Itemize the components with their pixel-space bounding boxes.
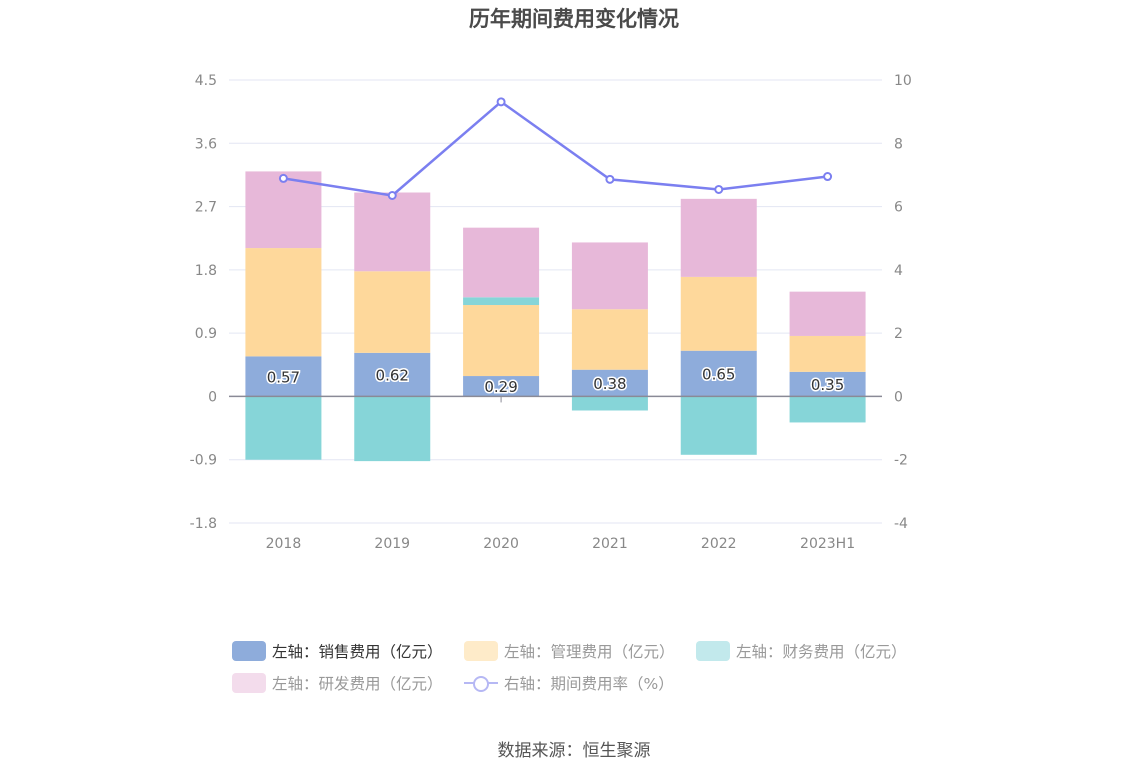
legend-item-rnd[interactable]: 左轴：研发费用（亿元） (232, 672, 443, 694)
data-label-sales: 0.62 (376, 367, 409, 385)
legend-item-expense-rate[interactable]: 右轴：期间费用率（%） (464, 672, 674, 694)
bar-admin (354, 271, 431, 353)
right-axis-tick-label: 0 (894, 389, 903, 405)
bar-rnd (245, 171, 322, 249)
right-axis-tick-label: 10 (894, 73, 912, 89)
right-axis-tick-label: 8 (894, 136, 903, 152)
line-point-expense-rate (714, 184, 724, 194)
left-axis-tick-label: 4.5 (195, 73, 217, 89)
x-axis-tick-label: 2019 (374, 536, 410, 552)
x-axis-tick-label: 2020 (483, 536, 519, 552)
line-expense-rate (283, 100, 828, 197)
legend-label-admin: 左轴：管理费用（亿元） (504, 643, 675, 661)
bar-admin (245, 248, 322, 357)
bar-finance (245, 396, 322, 460)
line-point-expense-rate (387, 190, 397, 200)
left-axis-tick-label: -1.8 (190, 516, 217, 532)
data-label-sales: 0.29 (484, 378, 517, 396)
bar-sales (463, 376, 540, 397)
legend-label-rnd: 左轴：研发费用（亿元） (272, 675, 443, 693)
bar-rnd (680, 198, 757, 277)
bar-rnd (463, 227, 540, 298)
bar-finance (680, 396, 757, 455)
legend-label-finance: 左轴：财务费用（亿元） (736, 643, 907, 661)
line-point-expense-rate (278, 173, 288, 183)
x-axis-tick-label: 2021 (592, 536, 628, 552)
bar-sales (680, 350, 757, 397)
bar-rnd (789, 291, 866, 336)
bar-admin (789, 335, 866, 372)
bar-admin (463, 305, 540, 377)
data-label-sales: 0.57 (267, 368, 300, 386)
bar-finance (571, 396, 648, 411)
right-axis-tick-label: 4 (894, 263, 903, 279)
data-label-sales: 0.35 (811, 376, 844, 394)
line-point-expense-rate (496, 97, 506, 107)
right-axis-tick-label: -2 (894, 453, 908, 469)
bar-sales (571, 369, 648, 397)
bar-rnd (571, 242, 648, 310)
legend-item-admin[interactable]: 左轴：管理费用（亿元） (464, 640, 675, 662)
chart-title: 历年期间费用变化情况 (469, 7, 679, 31)
data-label-sales: 0.38 (593, 375, 626, 393)
right-axis-tick-label: -4 (894, 516, 908, 532)
bar-finance (463, 297, 540, 306)
chart-plot: 4.5 3.6 2.7 1.8 0.9 0 -0.9 -1.8 10 8 6 4 2 0 -2 -4 2018 2… (190, 73, 912, 552)
left-axis-tick-label: 0 (208, 389, 217, 405)
bar-finance (354, 396, 431, 462)
left-axis-tick-label: 1.8 (195, 263, 217, 279)
left-axis-tick-label: -0.9 (190, 453, 217, 469)
left-axis-tick-label: 0.9 (195, 326, 217, 342)
legend-swatch-admin (464, 641, 498, 661)
bar-finance (789, 396, 866, 423)
line-point-expense-rate (823, 172, 833, 182)
legend-line-marker-icon (464, 673, 498, 693)
left-axis-tick-label: 2.7 (195, 200, 217, 216)
bar-sales (354, 352, 431, 397)
legend-item-finance[interactable]: 左轴：财务费用（亿元） (696, 640, 907, 662)
legend-swatch-sales (232, 641, 266, 661)
data-source: 数据来源：恒生聚源 (497, 741, 651, 761)
legend-item-sales[interactable]: 左轴：销售费用（亿元） (232, 640, 443, 662)
bar-admin (680, 276, 757, 351)
bar-rnd (354, 192, 431, 272)
left-axis-tick-label: 3.6 (195, 136, 217, 152)
bar-sales (789, 371, 866, 397)
legend-swatch-finance (696, 641, 730, 661)
x-axis-tick-label: 2018 (266, 536, 302, 552)
x-axis-tick-label: 2022 (701, 536, 737, 552)
bar-admin (571, 309, 648, 370)
bar-sales (245, 356, 322, 397)
data-label-sales: 0.65 (702, 366, 735, 384)
right-axis-tick-label: 2 (894, 326, 903, 342)
legend-label-expense-rate: 右轴：期间费用率（%） (504, 675, 674, 693)
line-point-expense-rate (605, 174, 615, 184)
x-axis-tick-label: 2023H1 (800, 536, 855, 552)
legend-swatch-rnd (232, 673, 266, 693)
legend-label-sales: 左轴：销售费用（亿元） (272, 643, 443, 661)
right-axis-tick-label: 6 (894, 200, 903, 216)
